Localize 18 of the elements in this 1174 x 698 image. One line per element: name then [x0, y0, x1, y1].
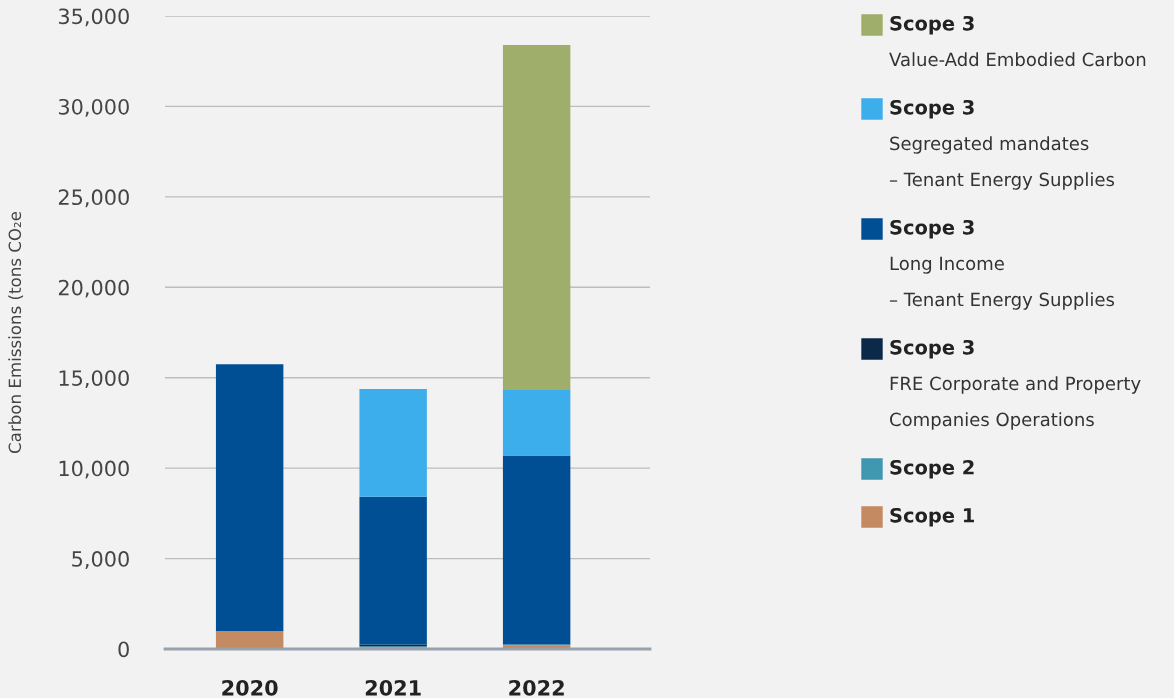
y-tick-label: 35,000 — [58, 8, 129, 27]
y-tick-label: 20,000 — [58, 279, 129, 298]
legend-label: Scope 2 — [890, 459, 974, 479]
y-tick-label: 25,000 — [58, 189, 129, 208]
y-axis-title: Carbon Emissions (tons CO₂e — [8, 211, 24, 454]
y-tick-label: 0 — [118, 641, 129, 658]
y-tick-label: 30,000 — [58, 98, 129, 117]
y-tick-label: 10,000 — [59, 460, 129, 479]
y-tick-label: 5,000 — [72, 551, 129, 569]
legend-label: Scope 3 Segregated mandates – Tenant Energy Supplies — [889, 99, 1115, 190]
legend-label: Scope 3 Value-Add Embodied Carbon — [889, 15, 1146, 67]
legend-label: Scope 3 Long Income – Tenant Energy Supplies — [889, 219, 1115, 310]
x-tick-label: 2020 — [222, 679, 278, 696]
x-tick-label: 2021 — [365, 679, 421, 696]
y-tick-label: 15,000 — [59, 370, 129, 389]
x-tick-label: 2022 — [509, 679, 564, 696]
legend-label: Scope 3 FRE Corporate and Property Companies Operations — [890, 339, 1141, 430]
legend-label: Scope 1 — [890, 507, 974, 527]
